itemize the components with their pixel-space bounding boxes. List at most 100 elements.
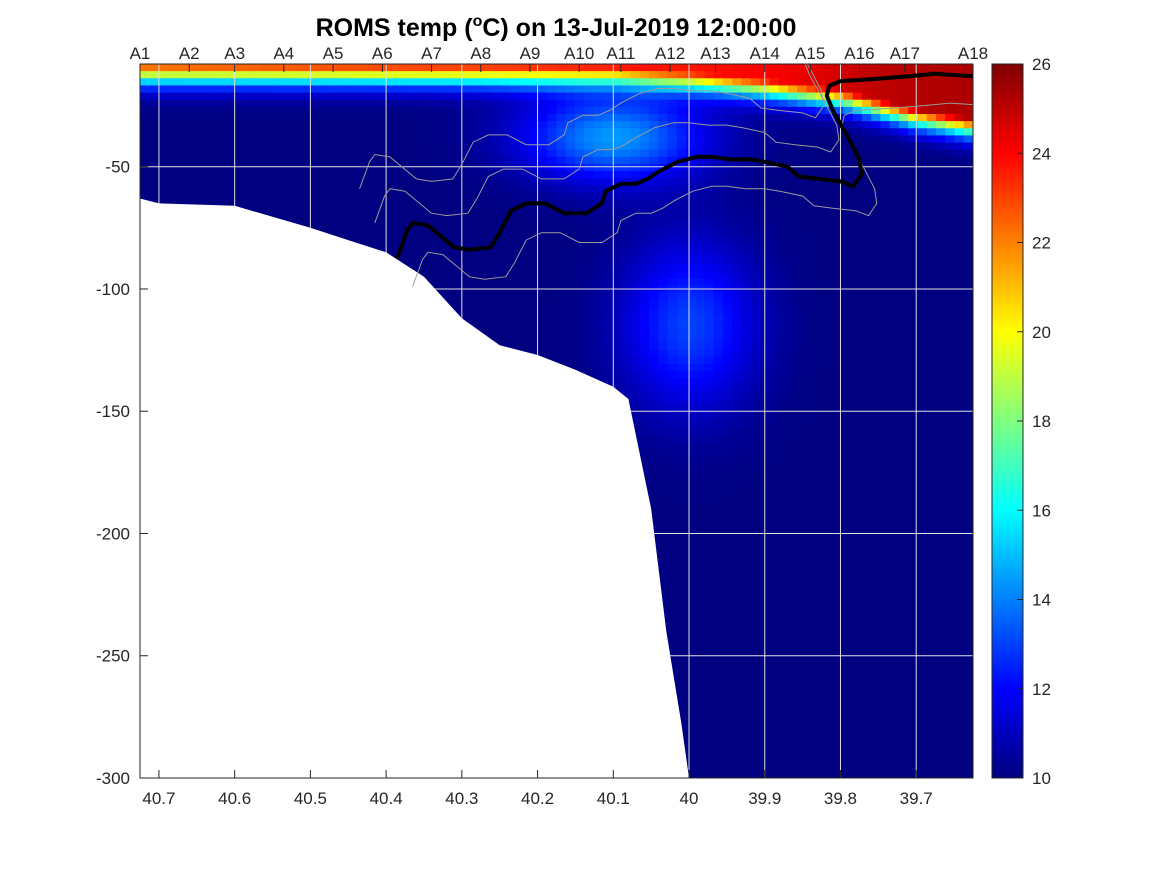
heat-cell bbox=[426, 249, 437, 258]
heat-cell bbox=[519, 206, 530, 215]
heat-cell bbox=[204, 113, 215, 122]
heat-cell bbox=[408, 228, 419, 236]
heat-cell bbox=[556, 185, 567, 194]
heat-cell bbox=[306, 135, 317, 144]
heat-cell bbox=[251, 64, 261, 72]
heat-cell bbox=[241, 135, 252, 144]
heat-cell bbox=[528, 121, 539, 129]
heat-cell bbox=[343, 178, 354, 186]
heat-cell bbox=[232, 71, 243, 79]
heat-cell bbox=[491, 271, 502, 279]
heat-cell bbox=[584, 213, 595, 222]
heat-cell bbox=[177, 106, 187, 115]
heat-cell bbox=[334, 121, 345, 129]
heat-cell bbox=[556, 342, 567, 351]
heat-cell bbox=[491, 313, 502, 322]
heat-cell bbox=[575, 85, 585, 94]
heat-cell bbox=[306, 199, 317, 208]
heat-cell bbox=[167, 78, 178, 87]
heat-cell bbox=[473, 99, 484, 108]
heat-cell bbox=[519, 342, 530, 351]
heat-cell bbox=[278, 135, 289, 144]
heat-cell bbox=[593, 206, 604, 215]
heat-cell bbox=[593, 356, 604, 365]
heat-cell bbox=[537, 306, 548, 315]
heat-cell bbox=[454, 85, 465, 94]
heat-cell bbox=[389, 242, 400, 251]
heat-cell bbox=[537, 278, 548, 286]
heat-cell bbox=[556, 135, 567, 144]
heat-cell bbox=[491, 135, 502, 144]
heat-cell bbox=[463, 178, 474, 186]
heat-cell bbox=[556, 242, 567, 251]
heat-cell bbox=[537, 299, 548, 308]
heat-cell bbox=[556, 321, 567, 329]
heat-cell bbox=[334, 221, 345, 229]
heat-cell bbox=[167, 121, 178, 129]
heat-cell bbox=[288, 149, 298, 158]
heat-cell bbox=[593, 71, 604, 79]
heat-cell bbox=[537, 185, 548, 194]
heat-cell bbox=[491, 156, 502, 165]
heat-cell bbox=[537, 313, 548, 322]
heat-cell bbox=[177, 85, 187, 94]
heat-cell bbox=[537, 128, 548, 136]
heat-cell bbox=[297, 171, 308, 179]
heat-cell bbox=[315, 192, 326, 201]
heat-cell bbox=[251, 121, 261, 129]
heat-cell bbox=[352, 106, 363, 115]
heat-cell bbox=[565, 64, 576, 72]
heat-cell bbox=[482, 299, 493, 308]
heat-cell bbox=[565, 128, 576, 136]
heat-cell bbox=[575, 156, 585, 165]
heat-cell bbox=[306, 178, 317, 186]
heat-cell bbox=[593, 271, 604, 279]
heat-cell bbox=[584, 328, 595, 336]
heat-cell bbox=[593, 121, 604, 129]
heat-cell bbox=[260, 163, 271, 172]
heat-cell bbox=[473, 199, 484, 208]
heat-cell bbox=[167, 71, 178, 79]
heat-cell bbox=[426, 99, 437, 108]
heat-cell bbox=[528, 85, 539, 94]
heat-cell bbox=[519, 213, 530, 222]
heat-cell bbox=[269, 142, 280, 151]
heat-cell bbox=[334, 199, 345, 208]
heat-cell bbox=[371, 106, 382, 115]
heat-cell bbox=[214, 113, 224, 122]
heat-cell bbox=[389, 228, 400, 236]
heat-cell bbox=[426, 171, 437, 179]
heat-cell bbox=[278, 142, 289, 151]
heat-cell bbox=[325, 92, 335, 101]
heat-cell bbox=[565, 163, 576, 172]
heat-cell bbox=[408, 171, 419, 179]
heat-cell bbox=[584, 292, 595, 301]
heat-cell bbox=[334, 106, 345, 115]
heat-cell bbox=[584, 278, 595, 286]
heat-cell bbox=[547, 235, 558, 244]
heat-cell bbox=[408, 163, 419, 172]
heat-cell bbox=[232, 113, 243, 122]
heat-cell bbox=[547, 199, 558, 208]
heat-cell bbox=[556, 221, 567, 229]
heat-cell bbox=[371, 185, 382, 194]
heat-cell bbox=[251, 71, 261, 79]
heat-cell bbox=[177, 78, 187, 87]
heat-cell bbox=[408, 199, 419, 208]
heat-cell bbox=[241, 128, 252, 136]
heat-cell bbox=[463, 121, 474, 129]
heat-cell bbox=[389, 149, 400, 158]
heat-cell bbox=[519, 271, 530, 279]
heat-cell bbox=[140, 85, 150, 94]
heat-cell bbox=[362, 128, 372, 136]
heat-cell bbox=[167, 199, 178, 208]
heat-cell bbox=[473, 313, 484, 322]
chart-title-superscript: o bbox=[473, 13, 483, 30]
heat-cell bbox=[528, 328, 539, 336]
heat-cell bbox=[584, 321, 595, 329]
heat-cell bbox=[167, 178, 178, 186]
heat-cell bbox=[436, 106, 447, 115]
heat-cell bbox=[565, 221, 576, 229]
heat-cell bbox=[556, 278, 567, 286]
heat-cell bbox=[519, 99, 530, 108]
